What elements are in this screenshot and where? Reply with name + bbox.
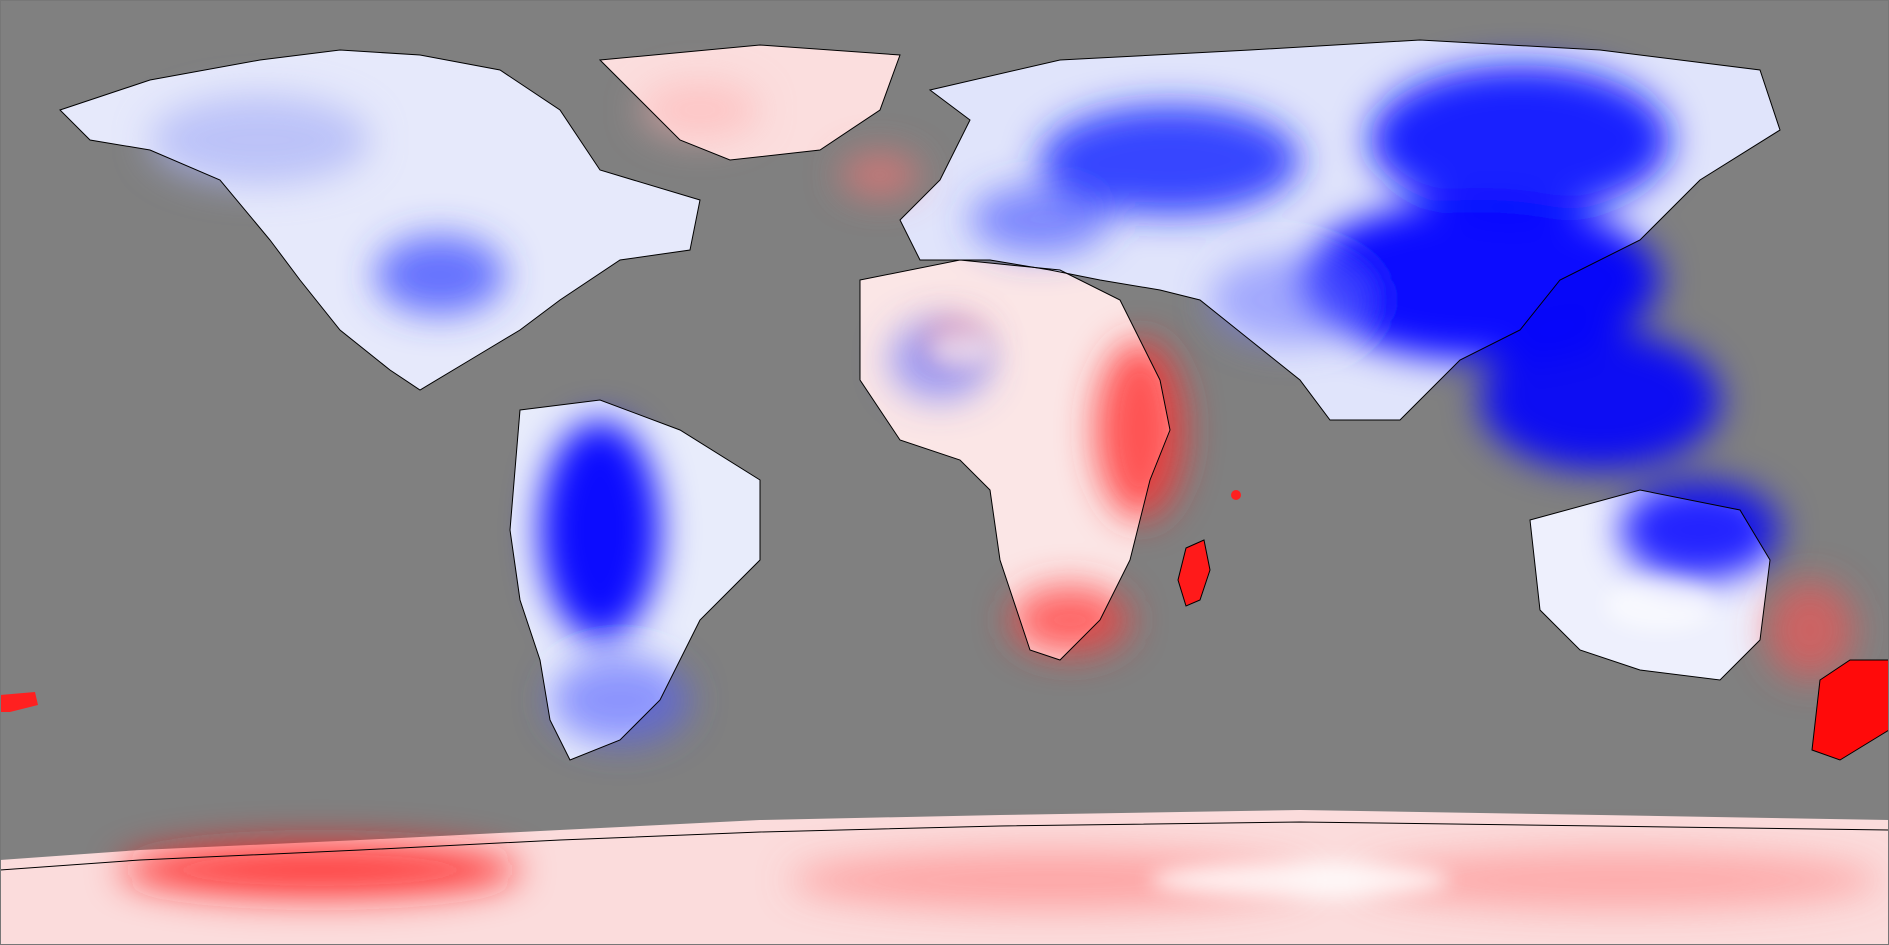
anomaly-blob (150, 95, 370, 185)
coastline-australia (1529, 489, 1771, 681)
coastline-madagascar (1177, 539, 1211, 607)
anomaly-blob (540, 420, 660, 640)
coastline-new-zealand (1811, 659, 1889, 761)
new-zealand-patch (1812, 660, 1889, 760)
anomaly-blob (1300, 200, 1660, 360)
sw-atlantic-patch (0, 692, 38, 712)
coastline-eurasia (899, 39, 1781, 421)
anomaly-blob (1605, 580, 1715, 630)
coastline-south-america (509, 399, 761, 761)
anomaly-blob (970, 185, 1110, 255)
anomaly-blob (640, 80, 760, 140)
anomaly-blob (550, 655, 690, 745)
anomaly-blob (1765, 580, 1855, 680)
anomaly-blob (120, 842, 520, 898)
anomaly-blob (790, 850, 1310, 910)
reunion-patch (1231, 490, 1241, 500)
coastline-greenland (598, 44, 901, 161)
anomaly-white-fields (930, 332, 1715, 898)
anomaly-blob (1620, 480, 1780, 580)
madagascar-patch (1178, 540, 1210, 606)
anomaly-blob (375, 235, 505, 315)
coastline-antarctica (0, 821, 1889, 871)
coastline-africa (859, 259, 1171, 661)
anomaly-blob (1095, 340, 1185, 520)
anomaly-blob (1010, 585, 1130, 655)
anomaly-blob (1370, 65, 1670, 215)
anomaly-blob (840, 153, 920, 197)
saturated-patches (0, 490, 1889, 760)
anomaly-blue-fields (150, 65, 1780, 745)
anomaly-blob (1210, 255, 1370, 345)
anomaly-blob (1360, 850, 1880, 910)
anomaly-blob (1480, 330, 1720, 470)
coastline-north-america (59, 49, 701, 391)
coastlines (0, 39, 1889, 871)
anomaly-blob (930, 332, 990, 368)
anomaly-blob (1040, 105, 1300, 215)
anomaly-blob (1150, 862, 1450, 898)
